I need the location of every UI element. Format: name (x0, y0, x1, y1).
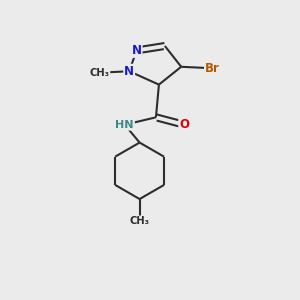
Text: N: N (124, 65, 134, 78)
Text: CH₃: CH₃ (89, 68, 110, 78)
Text: N: N (132, 44, 142, 57)
Text: Br: Br (205, 62, 220, 75)
Text: HN: HN (116, 120, 134, 130)
Text: CH₃: CH₃ (130, 216, 150, 226)
Text: O: O (179, 118, 189, 131)
